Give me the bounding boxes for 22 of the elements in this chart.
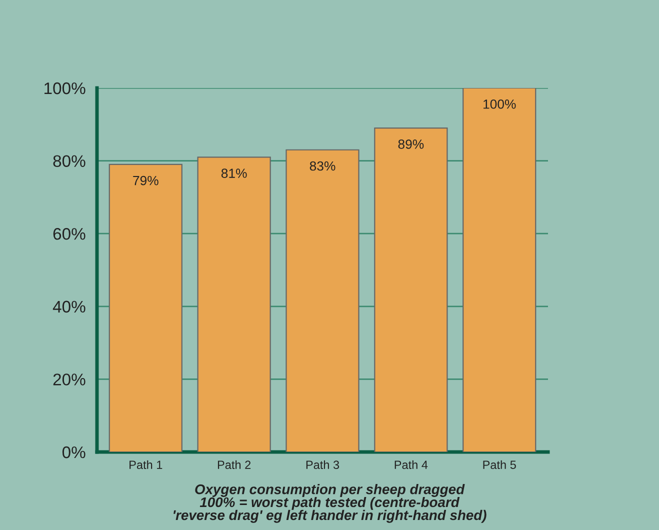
bar xyxy=(374,127,448,452)
data-label: 89% xyxy=(398,140,424,149)
x-tick-label: Path 4 xyxy=(394,460,428,470)
x-tick-label: Path 2 xyxy=(218,460,251,470)
x-tick-label: Path 5 xyxy=(483,460,516,470)
y-tick-label: 80% xyxy=(53,155,86,168)
y-tick-label: 20% xyxy=(53,374,86,386)
x-tick-label: Path 1 xyxy=(130,460,162,470)
x-tick-label: Path 3 xyxy=(306,460,340,470)
data-label: 81% xyxy=(221,168,247,178)
y-tick-label: 100% xyxy=(44,82,86,94)
data-label: 79% xyxy=(133,176,158,186)
y-tick-label: 60% xyxy=(53,228,86,240)
y-tick-label: 40% xyxy=(52,300,86,313)
text: Oxygen consumption per sheep dragged 100% = worst path tested (centre-board 'reverse drag' eg left hander in right-hand shed) xyxy=(174,484,486,523)
data-label: 100% xyxy=(483,99,516,109)
bar xyxy=(286,149,360,452)
bar xyxy=(197,156,271,452)
y-tick-label: 0% xyxy=(62,446,86,458)
data-label: 83% xyxy=(310,161,336,171)
bar xyxy=(108,164,182,452)
bar xyxy=(462,88,536,452)
